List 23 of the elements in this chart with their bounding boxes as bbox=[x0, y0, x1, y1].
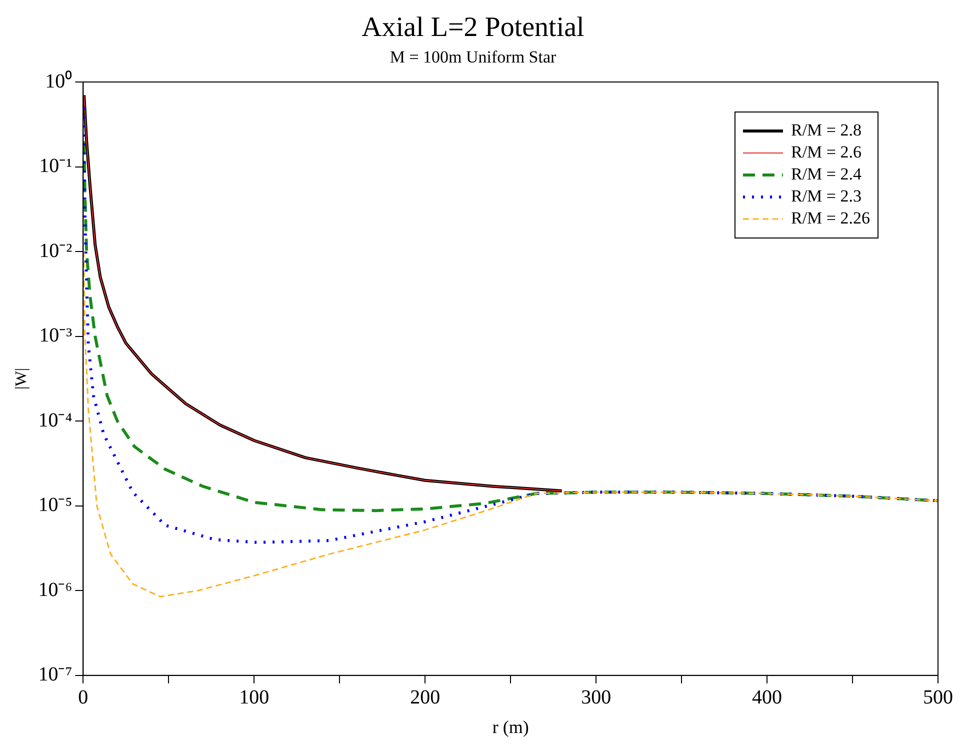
y-tick-label: 10⁻⁴ bbox=[38, 409, 72, 432]
legend-label: R/M = 2.8 bbox=[790, 120, 862, 140]
chart-title: Axial L=2 Potential bbox=[362, 12, 585, 44]
x-tick-label: 500 bbox=[923, 686, 953, 709]
legend-label: R/M = 2.6 bbox=[790, 142, 862, 162]
y-tick-label: 10⁻³ bbox=[39, 324, 72, 347]
y-tick-label: 10⁻⁵ bbox=[38, 494, 72, 516]
chart-subtitle: M = 100m Uniform Star bbox=[390, 47, 557, 66]
legend-label: R/M = 2.26 bbox=[790, 208, 870, 228]
y-tick-label: 10⁻⁷ bbox=[38, 664, 72, 686]
x-tick-label: 400 bbox=[752, 686, 782, 709]
legend-label: R/M = 2.3 bbox=[790, 186, 862, 206]
y-tick-label: 10⁻¹ bbox=[39, 155, 72, 178]
legend-label: R/M = 2.4 bbox=[790, 164, 862, 184]
y-axis-title: |W| bbox=[12, 368, 30, 390]
x-tick-label: 100 bbox=[239, 686, 270, 709]
x-axis-title: r (m) bbox=[492, 716, 529, 737]
y-tick-label: 10⁻² bbox=[39, 240, 72, 262]
y-tick-label: 10⁰ bbox=[45, 69, 72, 92]
x-tick-label: 0 bbox=[78, 686, 88, 709]
x-tick-label: 200 bbox=[410, 686, 440, 709]
x-tick-label: 300 bbox=[581, 686, 612, 709]
y-tick-label: 10⁻⁶ bbox=[38, 578, 72, 601]
